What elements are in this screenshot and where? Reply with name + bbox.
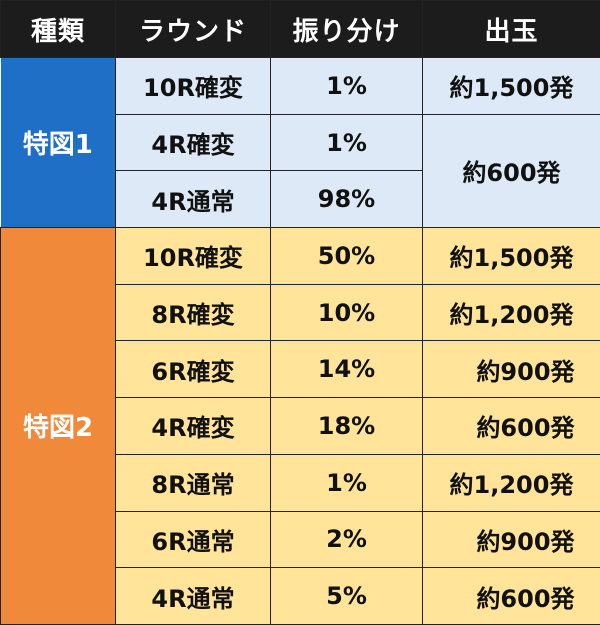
header-ratio: 振り分け (271, 1, 423, 58)
ratio-cell: 10% (271, 284, 423, 341)
ratio-cell: 14% (271, 341, 423, 398)
ratio-cell: 18% (271, 398, 423, 455)
payout-cell: 約600発 (423, 568, 600, 625)
table-row: 特図2 10R確変 50% 約1,500発 (1, 228, 600, 285)
payout-cell: 約600発 (423, 398, 600, 455)
round-cell: 6R確変 (116, 341, 271, 398)
ratio-cell: 1% (271, 58, 423, 115)
table-row: 特図1 10R確変 1% 約1,500発 (1, 58, 600, 115)
ratio-cell: 5% (271, 568, 423, 625)
ratio-cell: 98% (271, 171, 423, 228)
header-kind: 種類 (1, 1, 116, 58)
round-cell: 10R確変 (116, 58, 271, 115)
payout-cell: 約1,500発 (423, 228, 600, 285)
kind-cell-tokuzu1: 特図1 (1, 58, 116, 228)
round-cell: 4R確変 (116, 398, 271, 455)
round-cell: 6R通常 (116, 511, 271, 568)
round-cell: 4R確変 (116, 114, 271, 171)
ratio-cell: 1% (271, 454, 423, 511)
payout-cell: 約1,200発 (423, 284, 600, 341)
payout-cell: 約1,200発 (423, 454, 600, 511)
ratio-cell: 50% (271, 228, 423, 285)
payout-cell: 約1,500発 (423, 58, 600, 115)
header-payout: 出玉 (423, 1, 600, 58)
ratio-cell: 1% (271, 114, 423, 171)
round-cell: 8R確変 (116, 284, 271, 341)
ratio-cell: 2% (271, 511, 423, 568)
kind-cell-tokuzu2: 特図2 (1, 228, 116, 625)
payout-cell-merged: 約600発 (423, 114, 600, 227)
payout-cell: 約900発 (423, 341, 600, 398)
header-row: 種類 ラウンド 振り分け 出玉 (1, 1, 600, 58)
header-round: ラウンド (116, 1, 271, 58)
round-cell: 10R確変 (116, 228, 271, 285)
round-cell: 4R通常 (116, 568, 271, 625)
round-cell: 4R通常 (116, 171, 271, 228)
round-cell: 8R通常 (116, 454, 271, 511)
payout-cell: 約900発 (423, 511, 600, 568)
